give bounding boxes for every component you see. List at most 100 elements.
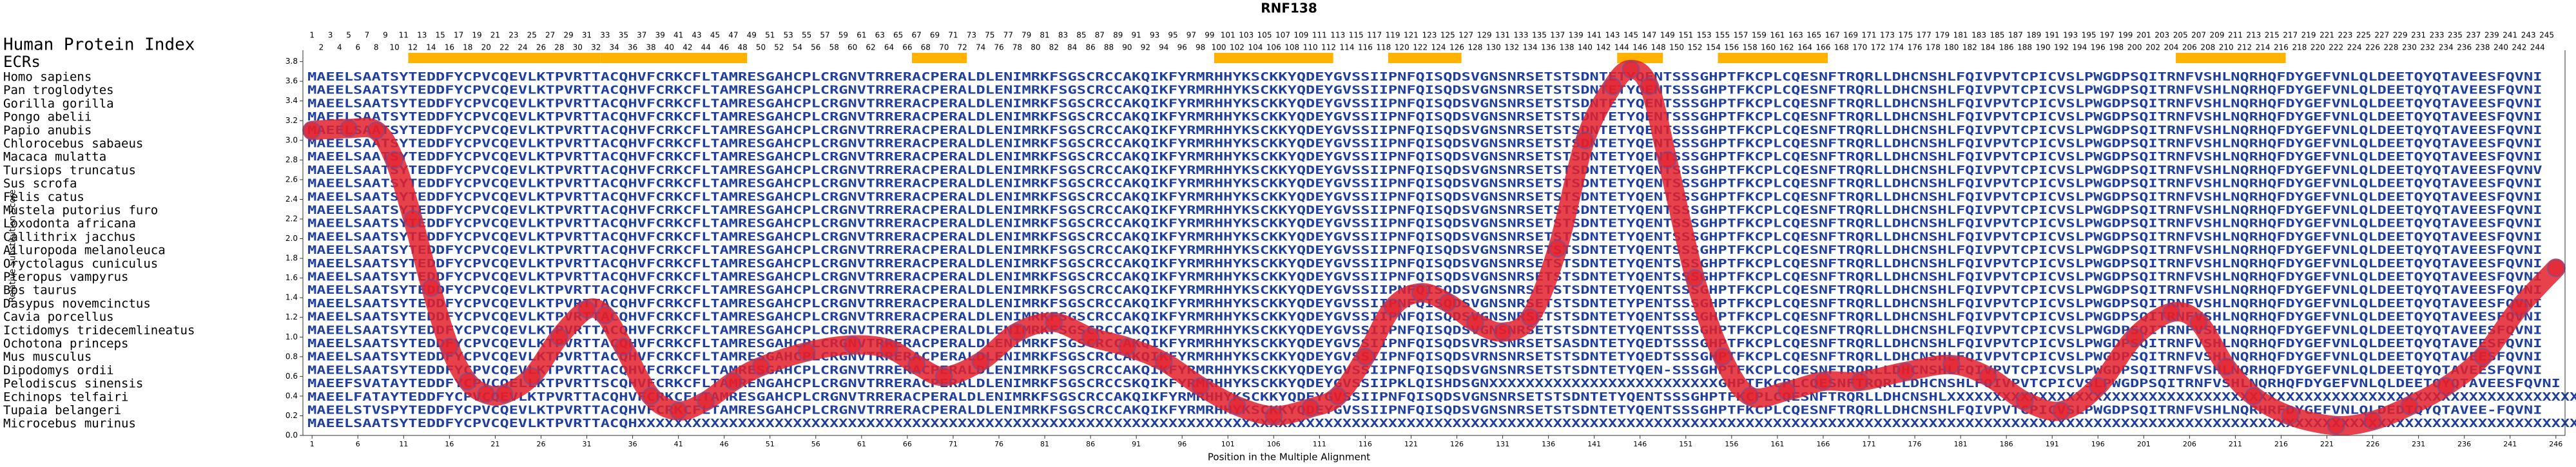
protein-index: 167: [1825, 31, 1840, 40]
protein-index: 192: [2054, 43, 2069, 52]
y-tick-label: 0.0: [286, 431, 298, 440]
species-name: Ochotona princeps: [3, 337, 128, 351]
protein-index: 64: [884, 43, 894, 52]
x-tick-label: 211: [2229, 440, 2242, 448]
protein-index: 93: [1150, 31, 1159, 40]
protein-index: 234: [2439, 43, 2454, 52]
x-tick-label: 176: [1908, 440, 1922, 448]
species-name: Papio anubis: [3, 123, 92, 137]
x-tick-label: 81: [1040, 440, 1049, 448]
protein-index: 6: [355, 43, 360, 52]
protein-index: 16: [445, 43, 454, 52]
protein-index: 166: [1816, 43, 1830, 52]
score-point: [477, 385, 496, 403]
x-tick-label: 21: [490, 440, 499, 448]
y-tick-label: 1.4: [286, 293, 298, 302]
x-tick-label: 66: [903, 440, 912, 448]
protein-index: 206: [2182, 43, 2197, 52]
score-point: [1411, 283, 1429, 302]
protein-index: 213: [2246, 31, 2261, 40]
protein-index: 175: [1898, 31, 1913, 40]
score-point: [385, 151, 404, 169]
protein-index: 145: [1623, 31, 1638, 40]
protein-index: 174: [1889, 43, 1904, 52]
protein-index: 67: [911, 31, 921, 40]
x-tick-label: 156: [1725, 440, 1738, 448]
score-point: [2327, 416, 2345, 435]
protein-index: 118: [1376, 43, 1391, 52]
protein-index: 37: [637, 31, 646, 40]
protein-index: 212: [2237, 43, 2252, 52]
score-point: [1154, 352, 1173, 371]
protein-index: 62: [866, 43, 875, 52]
protein-index: 157: [1734, 31, 1748, 40]
protein-index: 240: [2494, 43, 2508, 52]
protein-index: 237: [2466, 31, 2481, 40]
protein-index: 12: [408, 43, 418, 52]
protein-index: 14: [426, 43, 436, 52]
protein-index: 171: [1862, 31, 1877, 40]
x-tick-label: 141: [1587, 440, 1601, 448]
score-point: [1191, 377, 1210, 396]
protein-index: 124: [1431, 43, 1446, 52]
score-point: [458, 372, 477, 390]
protein-index: 126: [1449, 43, 1464, 52]
y-tick-label: 1.2: [286, 312, 298, 321]
species-name: Homo sapiens: [3, 70, 92, 84]
sequence: MAEELSAATSYTEDDFYCPVCQEVLKTPVRTTACQHVFCR…: [307, 297, 2542, 310]
protein-index: 46: [719, 43, 729, 52]
score-point: [2217, 357, 2236, 376]
protein-index: 105: [1257, 31, 1272, 40]
protein-index: 235: [2448, 31, 2463, 40]
protein-index: 162: [1779, 43, 1794, 52]
protein-index: 133: [1514, 31, 1529, 40]
score-point: [2474, 347, 2492, 366]
protein-index: 43: [692, 31, 701, 40]
ecr-bar: [600, 53, 748, 63]
protein-index: 103: [1239, 31, 1254, 40]
protein-index: 144: [1614, 43, 1629, 52]
protein-index: 161: [1770, 31, 1785, 40]
protein-index: 203: [2155, 31, 2169, 40]
ecr-bar: [1718, 53, 1828, 63]
x-tick-label: 216: [2274, 440, 2288, 448]
score-point: [1493, 323, 1512, 341]
protein-index: 40: [664, 43, 674, 52]
protein-index: 88: [1104, 43, 1114, 52]
protein-index: 44: [701, 43, 711, 52]
protein-index: 45: [710, 31, 720, 40]
score-point: [1301, 399, 1320, 417]
protein-index: 201: [2136, 31, 2151, 40]
protein-index: 21: [490, 31, 500, 40]
sequence: MAEELSAATSYTEDDFYCPVCQEVLKTPVRTTACQHVFCR…: [307, 271, 2542, 284]
x-tick-label: 36: [628, 440, 637, 448]
score-point: [797, 343, 816, 361]
protein-index: 245: [2539, 31, 2554, 40]
protein-index: 104: [1248, 43, 1263, 52]
protein-index: 112: [1321, 43, 1336, 52]
x-tick-label: 16: [445, 440, 454, 448]
score-point: [1384, 298, 1402, 317]
protein-index: 184: [1980, 43, 1995, 52]
x-tick-label: 41: [674, 440, 683, 448]
protein-index: 149: [1660, 31, 1675, 40]
score-point: [1438, 293, 1457, 312]
protein-index: 71: [948, 31, 958, 40]
protein-index: 233: [2430, 31, 2445, 40]
protein-index: 243: [2521, 31, 2536, 40]
protein-index: 216: [2274, 43, 2289, 52]
species-name: Mus musculus: [3, 350, 92, 364]
y-tick-label: 2.2: [286, 214, 298, 224]
sequence: MAEELSAATSYTEDDFYCPVCQEVLKTPVRTTACQHVFCR…: [307, 110, 2542, 124]
x-tick-label: 96: [1177, 440, 1186, 448]
score-point: [1686, 269, 1704, 287]
species-name: Callithrix jacchus: [3, 230, 136, 244]
score-point: [2244, 386, 2263, 405]
protein-index: 217: [2283, 31, 2298, 40]
protein-index: 137: [1550, 31, 1565, 40]
protein-index: 85: [1076, 31, 1086, 40]
x-tick-label: 91: [1132, 440, 1141, 448]
y-axis-label: Relative Substitution Score: [8, 189, 18, 303]
protein-index: 55: [802, 31, 811, 40]
